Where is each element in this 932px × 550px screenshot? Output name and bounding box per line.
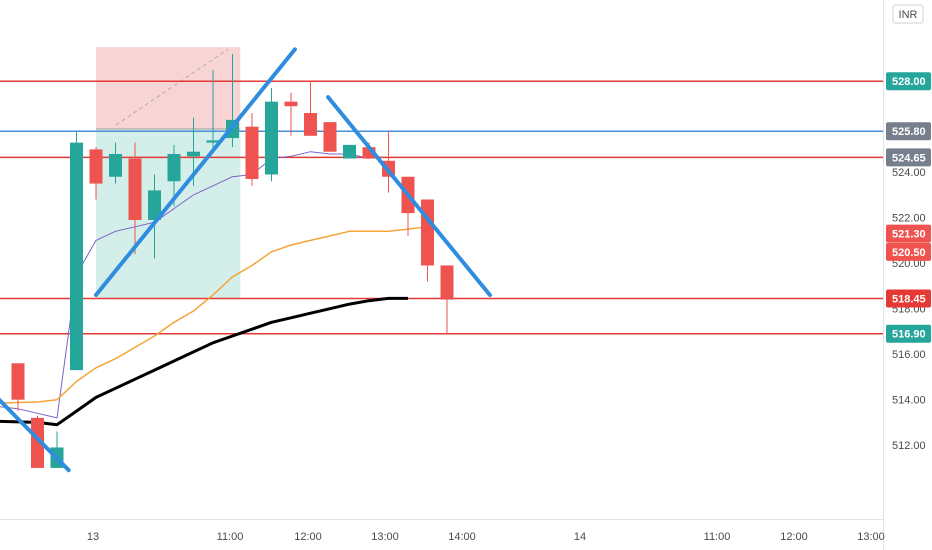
price-badge-text: 525.80 xyxy=(892,126,926,138)
candle xyxy=(343,144,356,159)
price-axis[interactable]: 512.00514.00516.00518.00520.00522.00524.… xyxy=(892,167,926,452)
candle-body xyxy=(167,153,181,182)
time-tick-label: 13:00 xyxy=(857,531,885,543)
candle-body xyxy=(148,190,161,220)
price-badge: 528.00 xyxy=(886,72,931,91)
candle-body xyxy=(31,417,44,468)
candle-body xyxy=(245,126,259,180)
time-tick-label: 13 xyxy=(87,531,99,543)
candle xyxy=(323,122,337,152)
candle xyxy=(284,92,298,136)
time-tick-label: 13:00 xyxy=(371,531,399,543)
price-badge: 521.30 xyxy=(886,224,931,243)
price-badge-box xyxy=(886,289,931,308)
stop-zone xyxy=(96,47,241,129)
price-badge-box xyxy=(886,242,931,261)
moving-averages xyxy=(0,151,428,427)
candle-body xyxy=(440,265,454,300)
time-axis[interactable]: 13 11:00 12:00 13:00 14:00 14 11:00 12:00 13:00 xyxy=(87,531,885,543)
price-badge: 518.45 xyxy=(886,289,931,308)
price-badge-box xyxy=(886,72,931,91)
moving-average-line xyxy=(0,226,428,404)
candle-body xyxy=(187,151,200,157)
currency-text: INR xyxy=(899,9,918,21)
price-badge-box xyxy=(886,224,931,243)
trendline xyxy=(0,397,71,473)
candles xyxy=(11,53,454,468)
candle-body xyxy=(89,149,103,184)
candle xyxy=(109,142,122,184)
candle-body xyxy=(343,144,356,159)
price-badge-text: 528.00 xyxy=(892,76,926,88)
time-tick-label: 12:00 xyxy=(294,531,322,543)
candle xyxy=(31,415,44,468)
candle-body xyxy=(265,101,278,175)
candle-body xyxy=(128,158,142,220)
currency-box xyxy=(892,4,924,24)
price-badges: 528.00 525.80 524.65 518.45 516.90 521.30 520.… xyxy=(886,72,931,343)
candle-body xyxy=(206,140,220,143)
trendlines xyxy=(0,47,492,473)
trendline xyxy=(94,47,297,298)
price-badge-text: 518.45 xyxy=(892,293,926,305)
price-tick-label: 522.00 xyxy=(892,213,926,225)
candle xyxy=(11,363,25,412)
candle-body xyxy=(109,153,122,177)
time-tick-label: 12:00 xyxy=(780,531,808,543)
price-tick-label: 520.00 xyxy=(892,258,926,270)
candle-body xyxy=(284,101,298,107)
candle-body xyxy=(421,199,434,266)
time-tick-label: 11:00 xyxy=(217,531,244,543)
candle-body xyxy=(323,122,337,152)
candle-body xyxy=(304,113,317,136)
candle xyxy=(89,147,103,200)
price-badge: 524.65 xyxy=(886,148,931,167)
price-badge: 516.90 xyxy=(886,324,931,343)
candle xyxy=(265,88,278,182)
time-tick-label: 11:00 xyxy=(704,531,731,543)
price-tick-label: 516.00 xyxy=(892,349,926,361)
candle xyxy=(128,142,142,255)
price-badge-text: 521.30 xyxy=(892,229,926,241)
candle xyxy=(304,81,317,136)
time-tick-label: 14 xyxy=(574,531,586,543)
candle xyxy=(206,69,220,150)
trendline xyxy=(326,95,492,298)
candle xyxy=(440,265,454,334)
price-badge-box xyxy=(886,122,931,141)
moving-average-line xyxy=(0,151,370,419)
candle-body xyxy=(362,147,376,159)
candle xyxy=(70,131,83,371)
time-tick-label: 14:00 xyxy=(448,531,476,543)
candle xyxy=(245,113,259,186)
price-badge-box xyxy=(886,148,931,167)
price-badge-box xyxy=(886,324,931,343)
price-badge-text: 520.50 xyxy=(892,247,926,259)
moving-average-line xyxy=(0,296,408,427)
price-tick-label: 524.00 xyxy=(892,167,926,179)
price-badge: 520.50 xyxy=(886,242,931,261)
candle-body xyxy=(70,142,83,371)
projection-line xyxy=(115,48,229,126)
candle xyxy=(148,174,161,259)
price-tick-label: 514.00 xyxy=(892,395,926,407)
price-tick-label: 512.00 xyxy=(892,440,926,452)
price-badge: 525.80 xyxy=(886,122,931,141)
currency-label: INR xyxy=(892,4,924,24)
price-badge-text: 516.90 xyxy=(892,329,926,341)
price-badge-text: 524.65 xyxy=(892,152,926,164)
candle-body xyxy=(11,363,25,400)
